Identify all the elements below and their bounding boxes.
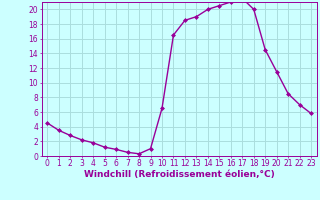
X-axis label: Windchill (Refroidissement éolien,°C): Windchill (Refroidissement éolien,°C) xyxy=(84,170,275,179)
